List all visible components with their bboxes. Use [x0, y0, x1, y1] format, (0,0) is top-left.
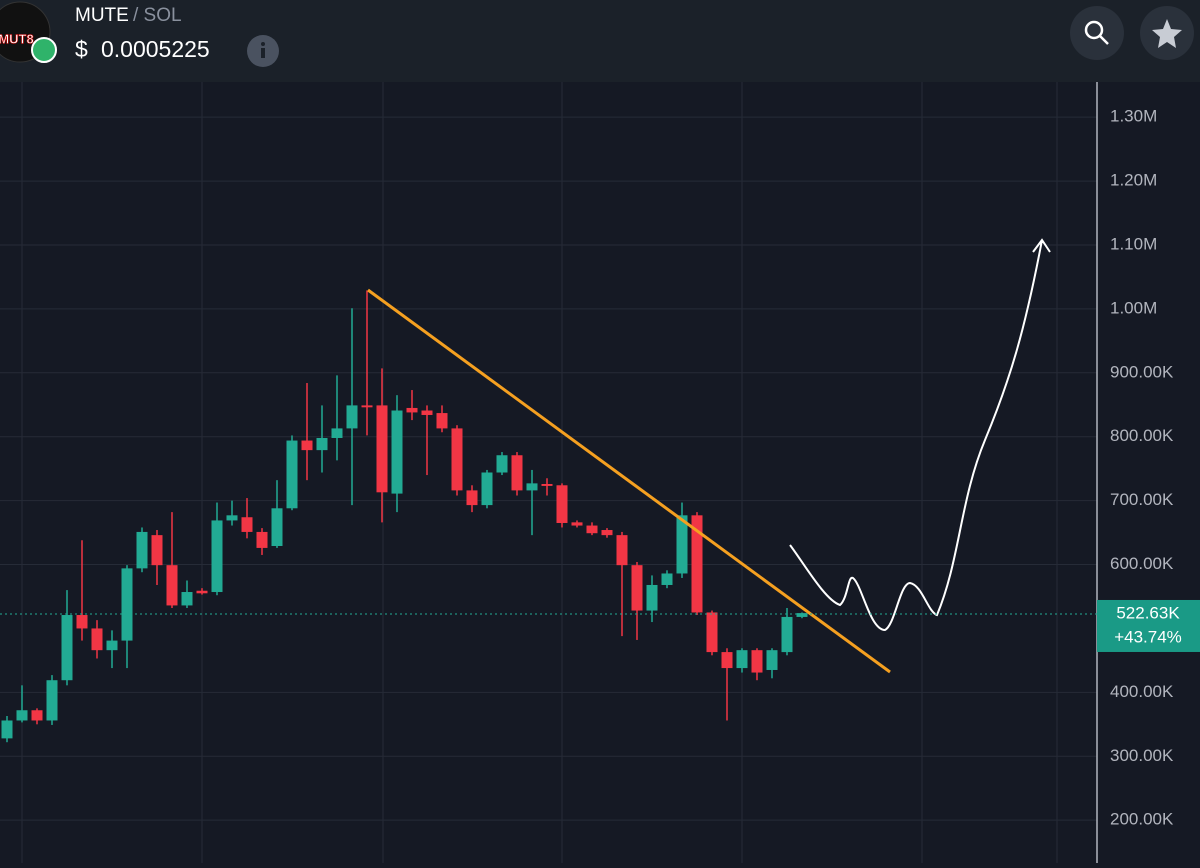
- candle-body: [16, 710, 28, 721]
- chain-badge: [31, 37, 57, 63]
- candle-body: [721, 652, 733, 669]
- candle-body: [436, 413, 448, 429]
- logo-text: MUT8: [0, 31, 34, 46]
- candle-body: [181, 592, 193, 606]
- candle-body: [616, 535, 628, 566]
- search-button[interactable]: [1070, 6, 1124, 60]
- candle-body: [46, 680, 58, 721]
- candle-body: [211, 520, 223, 593]
- price-axis: [1097, 82, 1200, 863]
- candle-body: [571, 522, 583, 526]
- favorite-button[interactable]: [1140, 6, 1194, 60]
- search-icon: [1084, 20, 1104, 40]
- candle-body: [406, 407, 418, 413]
- candle-body: [661, 573, 673, 585]
- price: 0.0005225: [101, 36, 210, 62]
- candle-body: [1, 720, 13, 739]
- price-label-box: [1097, 599, 1200, 652]
- plot: [1, 290, 808, 743]
- candle-body: [766, 650, 778, 670]
- y-tick-label: 1.00M: [1110, 298, 1157, 317]
- candle-body: [751, 650, 763, 673]
- grid: [0, 82, 1097, 863]
- candle-body: [496, 455, 508, 473]
- search-handle: [1099, 35, 1109, 45]
- y-tick-label: 1.20M: [1110, 171, 1157, 190]
- y-tick-label: 300.00K: [1110, 746, 1174, 765]
- candle-body: [376, 405, 388, 493]
- candle-body: [481, 472, 493, 506]
- info-bar: [261, 48, 265, 58]
- candle-body: [121, 568, 133, 641]
- candle-body: [31, 710, 43, 721]
- candle-body: [781, 616, 793, 653]
- y-tick-label: 1.30M: [1110, 107, 1157, 126]
- candle-body: [316, 437, 328, 451]
- candle-body: [556, 485, 568, 523]
- info-dot: [261, 42, 265, 46]
- candle-body: [391, 410, 403, 494]
- candle-body: [541, 484, 553, 486]
- search-circle: [1070, 6, 1124, 60]
- candle-body: [361, 405, 373, 408]
- candle-body: [421, 410, 433, 415]
- candle-body: [631, 565, 643, 611]
- candle-body: [736, 650, 748, 669]
- info-button[interactable]: [247, 35, 279, 67]
- candle-body: [76, 615, 88, 629]
- candle-body: [226, 515, 238, 521]
- candle-body: [271, 508, 283, 546]
- candle-body: [466, 490, 478, 506]
- header: [0, 0, 1200, 82]
- y-tick-label: 400.00K: [1110, 682, 1174, 701]
- candle-body: [196, 590, 208, 594]
- pair-base: MUTE: [75, 5, 129, 26]
- candle-body: [526, 483, 538, 491]
- y-tick-label: 1.10M: [1110, 234, 1157, 253]
- pair-quote: / SOL: [133, 5, 182, 26]
- candle-body: [106, 640, 118, 651]
- candle-body: [796, 613, 808, 617]
- candle-body: [691, 515, 703, 613]
- candle-body: [241, 517, 253, 532]
- candle-body: [646, 584, 658, 611]
- candle-body: [61, 615, 73, 681]
- y-tick-label: 600.00K: [1110, 554, 1174, 573]
- trend-line: [367, 288, 891, 674]
- y-tick-label: 200.00K: [1110, 810, 1174, 829]
- candle-body: [586, 525, 598, 534]
- candle-body: [91, 628, 103, 651]
- candle-body: [676, 515, 688, 574]
- y-tick-label: 700.00K: [1110, 490, 1174, 509]
- candle-body: [601, 530, 613, 536]
- candle-body: [136, 531, 148, 569]
- candle-body: [511, 455, 523, 491]
- change-label: +43.74%: [1114, 627, 1182, 646]
- candle-body: [706, 612, 718, 653]
- y-tick-label: 900.00K: [1110, 362, 1174, 381]
- candle-body: [346, 405, 358, 429]
- candle-body: [451, 428, 463, 491]
- currency: $: [75, 36, 88, 62]
- candle-body: [166, 565, 178, 606]
- candle-body: [151, 535, 163, 566]
- price-label: 522.63K: [1116, 603, 1180, 622]
- y-tick-label: 800.00K: [1110, 426, 1174, 445]
- candle-body: [331, 428, 343, 438]
- price-marker: 522.63K +43.74%: [0, 599, 1200, 652]
- hand-drawn-arrow: [789, 238, 1051, 632]
- star-icon: [1152, 19, 1182, 48]
- axis-labels: 200.00K 300.00K 400.00K 600.00K 700.00K 800.0…: [1110, 107, 1174, 829]
- candle-body: [286, 440, 298, 509]
- candle-body: [301, 440, 313, 451]
- candle-body: [256, 531, 268, 548]
